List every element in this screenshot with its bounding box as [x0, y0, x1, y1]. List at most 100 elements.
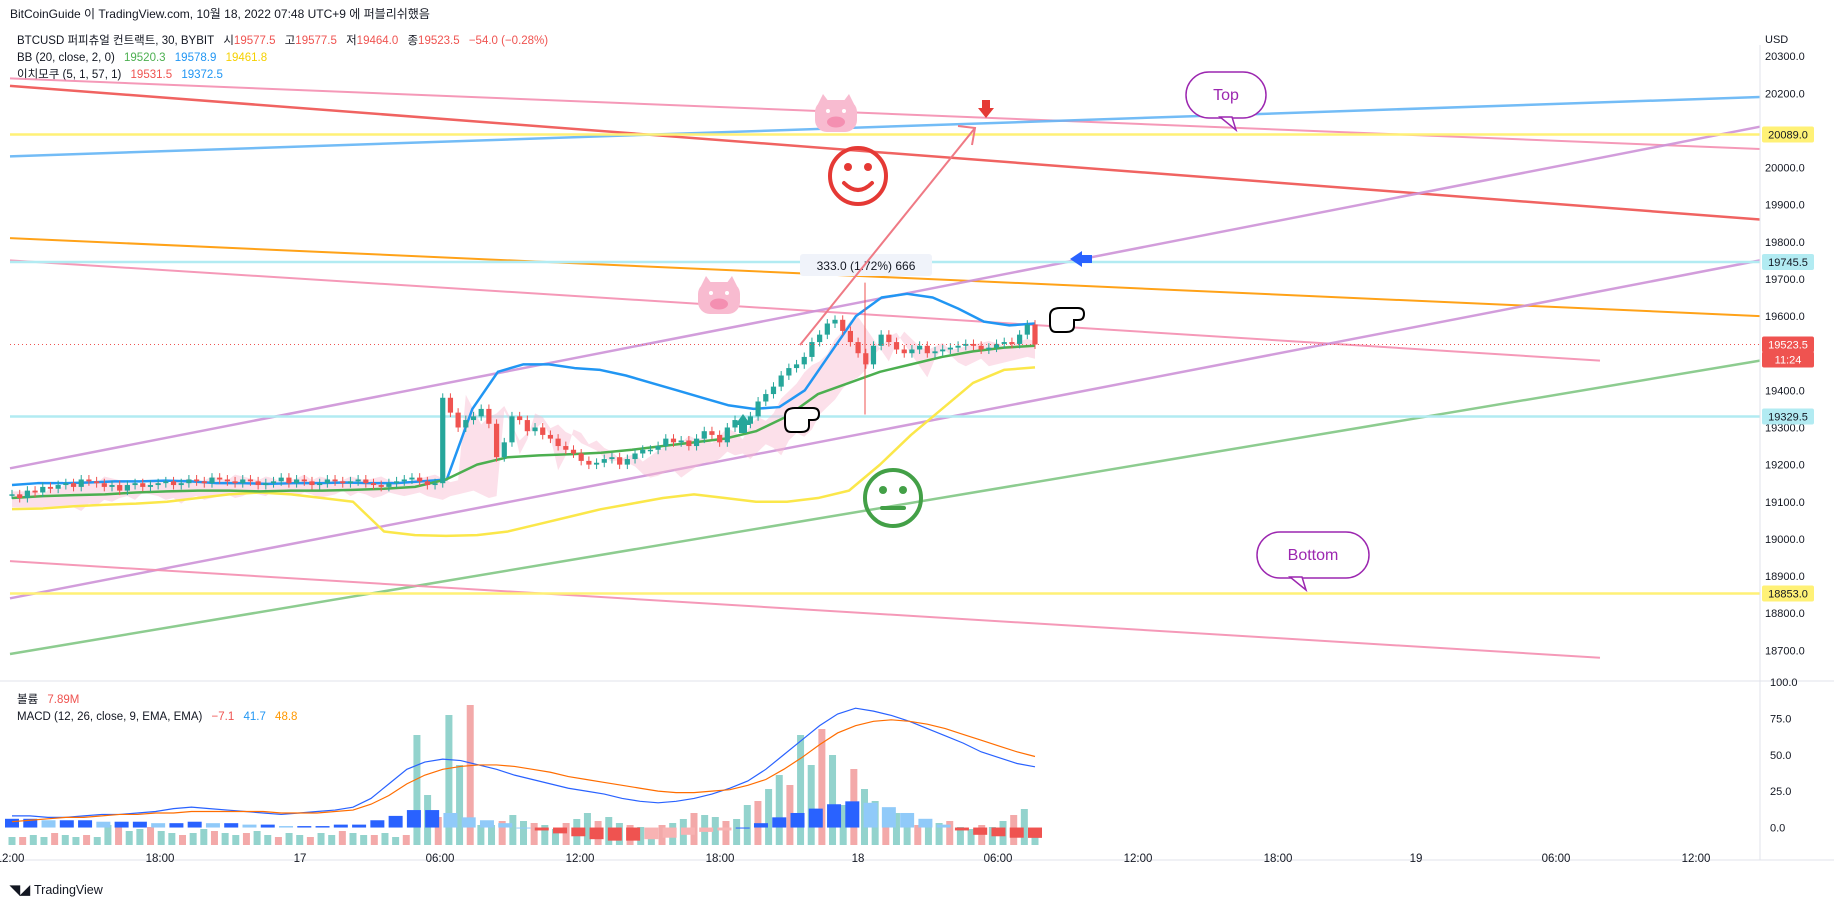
candle-body	[732, 420, 738, 428]
smiley-face	[863, 468, 923, 528]
macd-legend-row[interactable]: MACD (12, 26, close, 9, EMA, EMA) −7.1 4…	[17, 709, 303, 726]
macd-histogram-bar	[900, 812, 915, 828]
price-axis-badge-label: 19745.5	[1768, 257, 1808, 269]
macd-pane[interactable]	[5, 705, 1042, 845]
candle-body	[801, 356, 807, 365]
candle-body	[332, 479, 338, 482]
candle-body	[163, 481, 169, 484]
candle-body	[770, 386, 777, 395]
candle-body	[455, 412, 461, 428]
volume-bar	[1020, 809, 1028, 845]
volume-bar	[264, 835, 272, 845]
macd-histogram-bar	[790, 812, 805, 828]
macd-histogram-bar	[406, 810, 421, 828]
volume-bar	[914, 825, 922, 845]
price-pane[interactable]	[9, 77, 1761, 659]
candle-body	[901, 349, 907, 354]
pig-eye	[709, 291, 713, 295]
time-tick-label: 18	[852, 853, 865, 865]
volume-bar	[477, 825, 485, 845]
low-label: 저	[346, 35, 357, 47]
candle-body	[640, 449, 646, 454]
volume-bar	[978, 825, 986, 845]
trend-line	[9, 237, 1761, 318]
pig-ear	[701, 276, 712, 286]
candle-body	[486, 408, 492, 424]
volume-bar	[946, 821, 954, 845]
ichimoku-cloud	[12, 316, 1035, 512]
volume-bar	[530, 823, 538, 845]
volume-bar	[765, 789, 773, 845]
macd-histogram-bar	[96, 821, 111, 828]
change-value: −54.0 (−0.28%)	[468, 35, 549, 47]
candle-body	[517, 416, 523, 421]
volume-bar	[29, 835, 37, 845]
macd-histogram-bar	[607, 827, 622, 841]
publish-info: BitCoinGuide 이 TradingView.com, 10월 18, …	[10, 7, 430, 21]
volume-bar	[637, 827, 645, 845]
hand-shape	[1049, 307, 1086, 333]
candle-body	[624, 459, 630, 465]
ichimoku-label: 이치모쿠 (5, 1, 57, 1)	[17, 69, 122, 81]
smiley-eye	[899, 486, 907, 494]
pig-ear	[726, 276, 737, 286]
macd-tick-label: 75.0	[1770, 713, 1791, 725]
time-tick-label: 17	[294, 853, 307, 865]
macd-histogram-bar	[260, 824, 275, 828]
volume-bar	[285, 833, 293, 845]
candle-body	[140, 483, 146, 487]
macd-histogram-bar	[352, 824, 367, 828]
candle-body	[478, 408, 484, 417]
volume-bar	[19, 837, 27, 845]
candle-body	[409, 477, 415, 480]
macd-histogram-bar	[881, 807, 896, 828]
volume-bar	[338, 831, 346, 845]
volume-bar	[711, 817, 719, 845]
candle-body	[240, 479, 246, 484]
time-tick-label: 18:00	[1264, 853, 1293, 865]
candle-body	[809, 342, 815, 357]
volume-bar	[935, 823, 943, 845]
arrow-head	[1070, 251, 1082, 267]
candle-body	[209, 477, 215, 484]
arrow-down-icon	[978, 100, 994, 118]
volume-bar	[775, 775, 783, 845]
macd-histogram-bar	[370, 820, 385, 828]
price-tick-label: 18900.0	[1765, 571, 1805, 583]
volume-bar	[8, 837, 16, 845]
macd-histogram-bar	[333, 824, 348, 828]
macd-histogram-bar	[388, 815, 403, 828]
macd-histogram-bar	[735, 827, 750, 829]
macd-tick-label: 50.0	[1770, 750, 1791, 762]
high-label: 고	[284, 35, 296, 47]
footer-brand[interactable]: ◥◢ TradingView	[10, 882, 103, 898]
volume-bar	[520, 821, 527, 845]
trend-line	[9, 77, 1761, 150]
volume-legend-row[interactable]: 볼륨 7.89M	[17, 692, 303, 709]
pig-eye	[725, 291, 729, 295]
arrow-shaft	[1080, 255, 1092, 263]
trend-line	[9, 84, 1761, 221]
candle-body	[94, 481, 100, 484]
macd-histogram-bar	[132, 821, 147, 828]
ichimoku-legend-row[interactable]: 이치모쿠 (5, 1, 57, 1) 19531.5 19372.5	[17, 67, 554, 84]
candle-body	[417, 477, 423, 482]
macd-histogram-bar	[315, 826, 330, 828]
price-tick-label: 19800.0	[1765, 237, 1805, 249]
candle-body	[470, 416, 477, 421]
candle-body	[224, 479, 230, 482]
macd-histogram-bar	[1028, 827, 1042, 838]
arrow-up-icon	[735, 414, 751, 433]
bb-legend-row[interactable]: BB (20, close, 2, 0) 19520.3 19578.9 194…	[17, 50, 554, 67]
volume-bar	[892, 813, 900, 845]
candle-body	[840, 319, 846, 331]
volume-bar	[658, 825, 666, 845]
candle-body	[932, 351, 938, 354]
volume-bar	[498, 821, 506, 845]
candle-body	[617, 457, 623, 465]
candle-body	[955, 345, 961, 348]
macd-histogram-bar	[827, 804, 842, 828]
candle-body	[678, 440, 684, 443]
volume-bar	[147, 827, 155, 845]
